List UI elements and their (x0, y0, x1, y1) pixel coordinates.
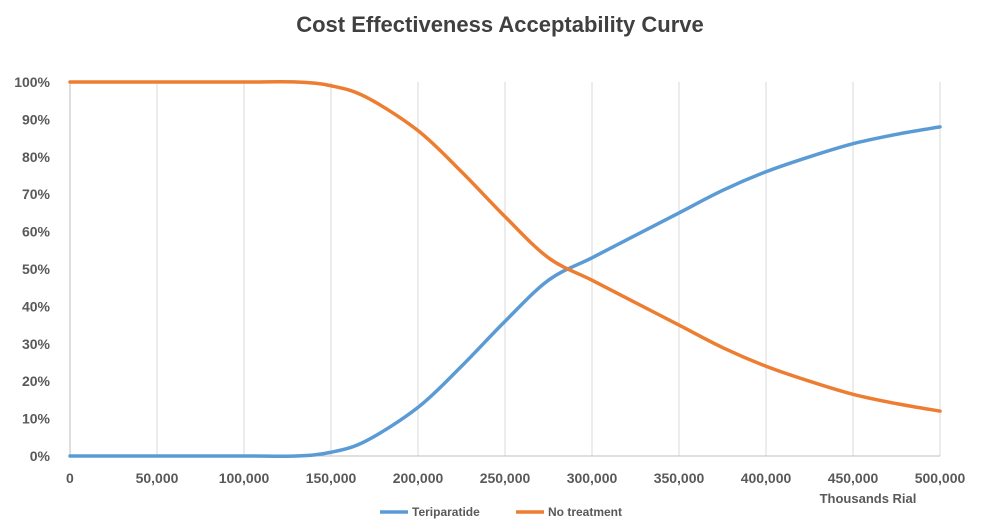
series-line-no-treatment (68, 79, 942, 413)
y-tick-label: 0% (30, 448, 51, 464)
y-tick-label: 10% (22, 411, 51, 427)
x-tick-label: 150,000 (306, 470, 357, 486)
x-tick-label: 500,000 (915, 470, 966, 486)
series-layer (68, 79, 942, 459)
x-tick-label: 250,000 (480, 470, 531, 486)
y-tick-label: 90% (22, 111, 51, 127)
legend-item-no-treatment[interactable]: No treatment (516, 505, 622, 519)
y-tick-label: 20% (22, 373, 51, 389)
y-tick-label: 80% (22, 149, 51, 165)
tick-labels: 0% 10% 20% 30% 40% 50% 60% 70% 80% 90% 100% 0 50,000… (14, 74, 965, 486)
y-tick-label: 50% (22, 261, 51, 277)
legend-item-teriparatide[interactable]: Teriparatide (380, 505, 480, 519)
x-tick-label: 450,000 (828, 470, 879, 486)
series-line-teriparatide (68, 125, 942, 459)
x-tick-label: 100,000 (219, 470, 270, 486)
grid-layer (156, 82, 941, 456)
x-tick-label: 400,000 (741, 470, 792, 486)
chart-title: Cost Effectiveness Acceptability Curve (296, 12, 704, 37)
legend-label: Teriparatide (412, 505, 480, 519)
y-tick-label: 70% (22, 186, 51, 202)
x-tick-label: 200,000 (393, 470, 444, 486)
y-tick-label: 40% (22, 298, 51, 314)
y-tick-label: 60% (22, 224, 51, 240)
x-tick-label: 300,000 (567, 470, 618, 486)
x-tick-label: 350,000 (654, 470, 705, 486)
x-axis-label: Thousands Rial (820, 491, 917, 506)
y-tick-label: 30% (22, 336, 51, 352)
y-tick-label: 100% (14, 74, 50, 90)
x-tick-label: 0 (66, 470, 74, 486)
x-tick-label: 50,000 (136, 470, 179, 486)
legend-label: No treatment (548, 505, 622, 519)
legend[interactable]: Teriparatide No treatment (380, 505, 622, 519)
